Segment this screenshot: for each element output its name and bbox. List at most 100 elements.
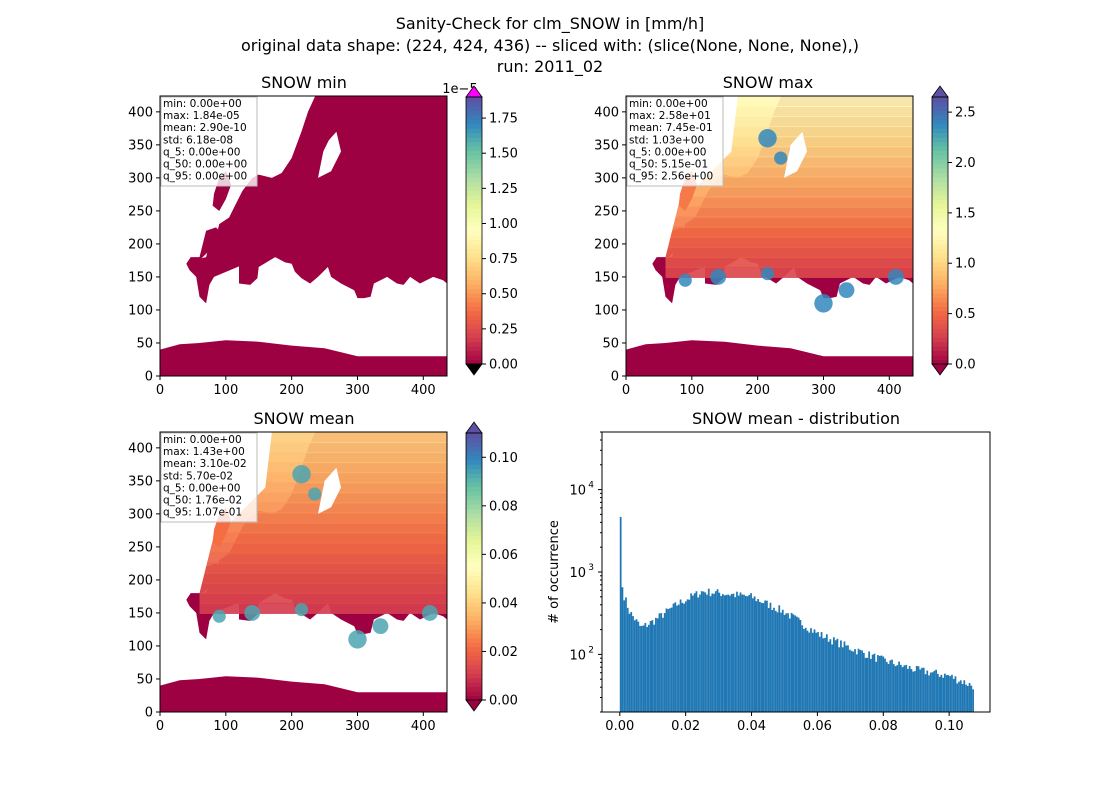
colorbar-segment (466, 508, 482, 514)
histogram-bar (625, 597, 627, 712)
colorbar-segment (466, 490, 482, 496)
stats-box (160, 96, 258, 187)
histogram-bar (704, 592, 707, 712)
stats-line: q_50: 5.15e-01 (629, 159, 708, 171)
field-band (665, 186, 913, 198)
field-band (199, 522, 447, 534)
y-axis-label: # of occurrence (547, 520, 562, 624)
histogram-bar (683, 603, 685, 712)
x-tick-label: 0.04 (737, 719, 766, 734)
colorbar-segment (466, 261, 482, 267)
histogram-bar (804, 627, 807, 712)
field-band (199, 602, 447, 614)
histogram-bar (944, 673, 946, 712)
colorbar-segment (932, 97, 948, 103)
histogram-bar (677, 604, 680, 712)
histogram-bar (829, 639, 832, 712)
y-tick-label: 200 (594, 237, 619, 252)
colorbar-segment (466, 539, 482, 545)
histogram-bar (963, 680, 966, 712)
histogram-bar (933, 670, 936, 712)
x-tick-label: 0.00 (605, 719, 634, 734)
histogram-bar (841, 647, 844, 712)
field-band (665, 106, 913, 118)
histogram-bar (644, 622, 647, 712)
histogram-bar (790, 612, 793, 712)
histogram-bar (702, 591, 705, 712)
map-panel-snow-max: 0 100 200 300 400 0 50 100 150 200 250 300 350 400 min… (594, 85, 976, 398)
stats-line: q_95: 1.07e-01 (163, 507, 242, 519)
stats-box (160, 432, 258, 523)
colorbar-segment (932, 292, 948, 298)
colorbar-segment (466, 504, 482, 510)
histogram-bar (676, 605, 678, 712)
stats-box (626, 96, 724, 187)
y-tick-exponent: 3 (588, 563, 594, 573)
colorbar-segment (466, 588, 482, 594)
histogram-bar (859, 649, 862, 712)
histogram-bar (769, 602, 772, 712)
histogram-bar (662, 617, 664, 712)
histogram-bar (862, 652, 865, 712)
panel-title-snow-mean: SNOW mean (254, 409, 355, 428)
field-band (665, 226, 913, 238)
colorbar-segment (466, 226, 482, 232)
colorbar-segment (466, 243, 482, 249)
histogram-bar (864, 657, 867, 712)
histogram-bar (640, 625, 643, 712)
panel-title-distribution: SNOW mean - distribution (692, 409, 900, 428)
colorbar-segment (466, 553, 482, 559)
x-tick-label: 400 (411, 383, 436, 398)
y-tick-exponent: 2 (588, 645, 594, 655)
field-hotspot (244, 605, 261, 621)
colorbar-segment (466, 123, 482, 129)
colorbar-segment (466, 473, 482, 479)
colorbar: 0.00 0.25 0.50 0.75 1.00 1.25 1.50 1.75 (465, 85, 518, 376)
colorbar-segment (932, 275, 948, 281)
histogram-bar (788, 618, 791, 712)
colorbar-segment (466, 557, 482, 563)
field-band (199, 592, 447, 604)
figure-title-line-3: run: 2011_02 (497, 57, 603, 77)
y-tick-label: 400 (128, 441, 153, 456)
colorbar-segment (466, 628, 482, 634)
histogram-bar (945, 675, 948, 712)
colorbar-tick-label: 1.5 (955, 206, 976, 221)
histogram-bar (628, 613, 631, 712)
histogram-bar (894, 666, 897, 712)
histogram-bar (720, 596, 722, 712)
histogram-bar (759, 601, 761, 712)
field-band (665, 246, 913, 258)
colorbar-segment (466, 341, 482, 347)
figure-title-line-1: Sanity-Check for clm_SNOW in [mm/h] (396, 14, 704, 34)
colorbar-segment (466, 101, 482, 107)
histogram-bar (787, 613, 789, 712)
colorbar-segment (932, 234, 948, 240)
colorbar-segment (932, 243, 948, 249)
land-africa (160, 340, 447, 376)
colorbar-segment (466, 477, 482, 483)
map-panel-snow-min: 0 100 200 300 400 0 50 100 150 200 250 300 350 400 min… (128, 85, 518, 398)
colorbar-segment (466, 619, 482, 625)
stats-line: std: 1.03e+00 (629, 134, 704, 146)
colorbar-tick-label: 0.5 (955, 307, 976, 322)
colorbar-segment (466, 655, 482, 661)
x-tick-label: 300 (811, 383, 836, 398)
colorbar-segment (466, 199, 482, 205)
colorbar-segment (466, 686, 482, 692)
histogram-bar (630, 611, 633, 712)
field-hotspot (758, 129, 777, 148)
colorbar-segment (932, 221, 948, 227)
histogram-bar (878, 655, 881, 712)
histogram-bar (929, 672, 932, 712)
histogram-bar (921, 667, 923, 712)
land-africa (160, 676, 447, 712)
histogram-bar (665, 608, 668, 712)
map-sea-baltic (318, 467, 341, 514)
y-tick-label: 0 (145, 706, 153, 721)
histogram-bar (762, 603, 765, 712)
colorbar-segment (466, 350, 482, 356)
colorbar-segment (932, 105, 948, 111)
field-band (665, 266, 913, 278)
histogram-bar (803, 628, 805, 712)
